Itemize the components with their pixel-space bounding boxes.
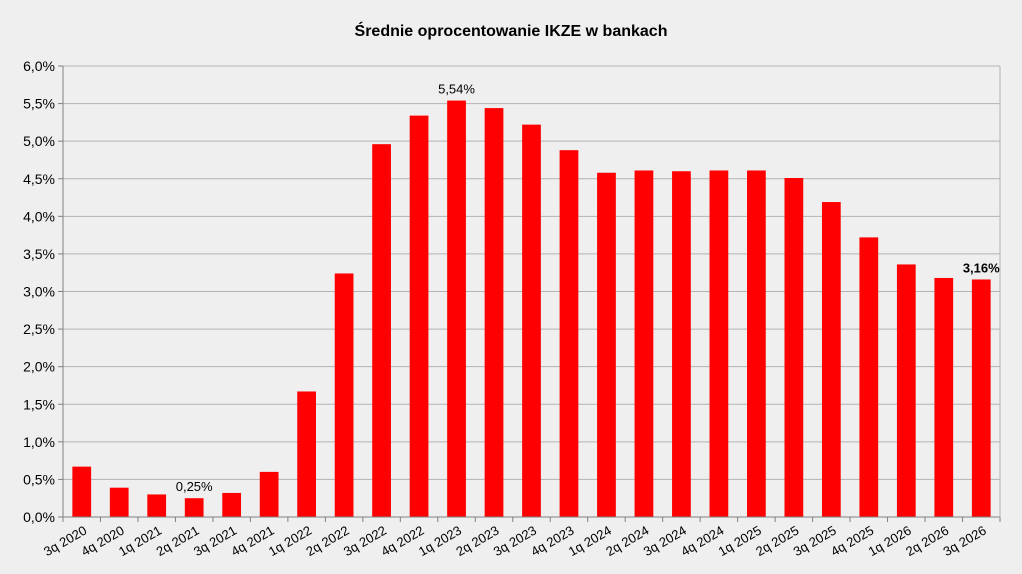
bar [72,466,92,517]
bar [372,144,391,517]
bars [72,100,991,518]
bar [934,277,954,517]
bar [747,170,766,517]
bar [522,124,541,517]
y-tick-label: 0,5% [23,471,55,487]
bar [896,264,916,517]
bar [971,279,991,517]
y-tick-label: 2,0% [23,359,55,375]
bar [821,202,841,517]
data-labels: 0,25% 5,54% 3,16% [176,82,1000,495]
y-tick-label: 6,0% [23,58,55,74]
bar [859,237,879,517]
bar [447,100,466,518]
y-tick-label: 2,5% [23,321,55,337]
bar [147,494,167,517]
bar [484,108,504,518]
bar [334,273,354,517]
chart-title: Średnie oprocentowanie IKZE w bankach [355,21,668,40]
bar [784,177,804,517]
bar [259,471,279,517]
data-label: 3,16% [963,260,1000,275]
y-tick-label: 1,0% [23,434,55,450]
y-axis-ticks: 0,0% 0,5% 1,0% 1,5% 2,0% 2,5% 3,0% 3,5% 4,0% 4,5%… [23,58,63,525]
y-tick-label: 3,5% [23,246,55,262]
bar [597,172,616,517]
data-label: 0,25% [176,479,213,494]
bar [109,487,129,517]
y-tick-label: 4,0% [23,208,55,224]
bar [634,170,654,517]
bar [672,171,691,517]
bar [709,170,729,517]
y-tick-label: 0,0% [23,509,55,525]
y-tick-label: 5,0% [23,133,55,149]
data-label: 5,54% [438,82,475,97]
y-tick-label: 1,5% [23,396,55,412]
bar [297,391,316,517]
bar [559,150,579,518]
bar [184,498,204,517]
y-tick-label: 4,5% [23,171,55,187]
y-tick-label: 3,0% [23,284,55,300]
y-tick-label: 5,5% [23,96,55,112]
bar [409,115,429,518]
x-tick-label: 3q 2026 [941,523,989,559]
axes [62,66,1001,518]
bar [222,492,242,517]
